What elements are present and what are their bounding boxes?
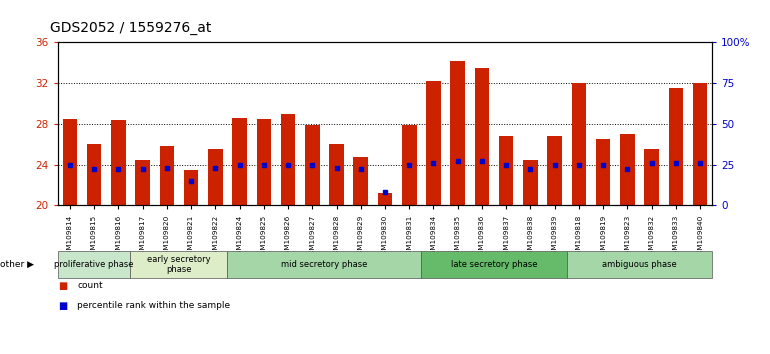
Bar: [136, 160, 150, 205]
Text: count: count: [77, 281, 102, 290]
Bar: [353, 158, 368, 205]
Bar: [547, 136, 562, 205]
Bar: [596, 139, 611, 205]
Text: percentile rank within the sample: percentile rank within the sample: [77, 301, 230, 310]
Bar: [474, 68, 489, 205]
Text: ■: ■: [58, 301, 67, 311]
Bar: [62, 119, 77, 205]
Bar: [499, 136, 514, 205]
Bar: [208, 149, 223, 205]
Bar: [571, 83, 586, 205]
Bar: [184, 170, 199, 205]
Bar: [111, 120, 126, 205]
Text: early secretory
phase: early secretory phase: [147, 255, 211, 274]
Bar: [644, 149, 659, 205]
Text: ambiguous phase: ambiguous phase: [602, 260, 677, 269]
Bar: [620, 134, 634, 205]
Bar: [523, 160, 537, 205]
Text: late secretory phase: late secretory phase: [450, 260, 537, 269]
Text: ■: ■: [58, 281, 67, 291]
Bar: [427, 81, 440, 205]
Bar: [450, 61, 465, 205]
Bar: [256, 119, 271, 205]
Bar: [378, 193, 392, 205]
Text: other ▶: other ▶: [0, 260, 34, 269]
Text: proliferative phase: proliferative phase: [55, 260, 134, 269]
Bar: [281, 114, 296, 205]
Bar: [402, 125, 417, 205]
Bar: [159, 146, 174, 205]
Bar: [330, 144, 343, 205]
Bar: [233, 118, 247, 205]
Text: mid secretory phase: mid secretory phase: [281, 260, 367, 269]
Text: GDS2052 / 1559276_at: GDS2052 / 1559276_at: [50, 21, 212, 35]
Bar: [87, 144, 102, 205]
Bar: [668, 88, 683, 205]
Bar: [305, 125, 320, 205]
Bar: [693, 83, 708, 205]
